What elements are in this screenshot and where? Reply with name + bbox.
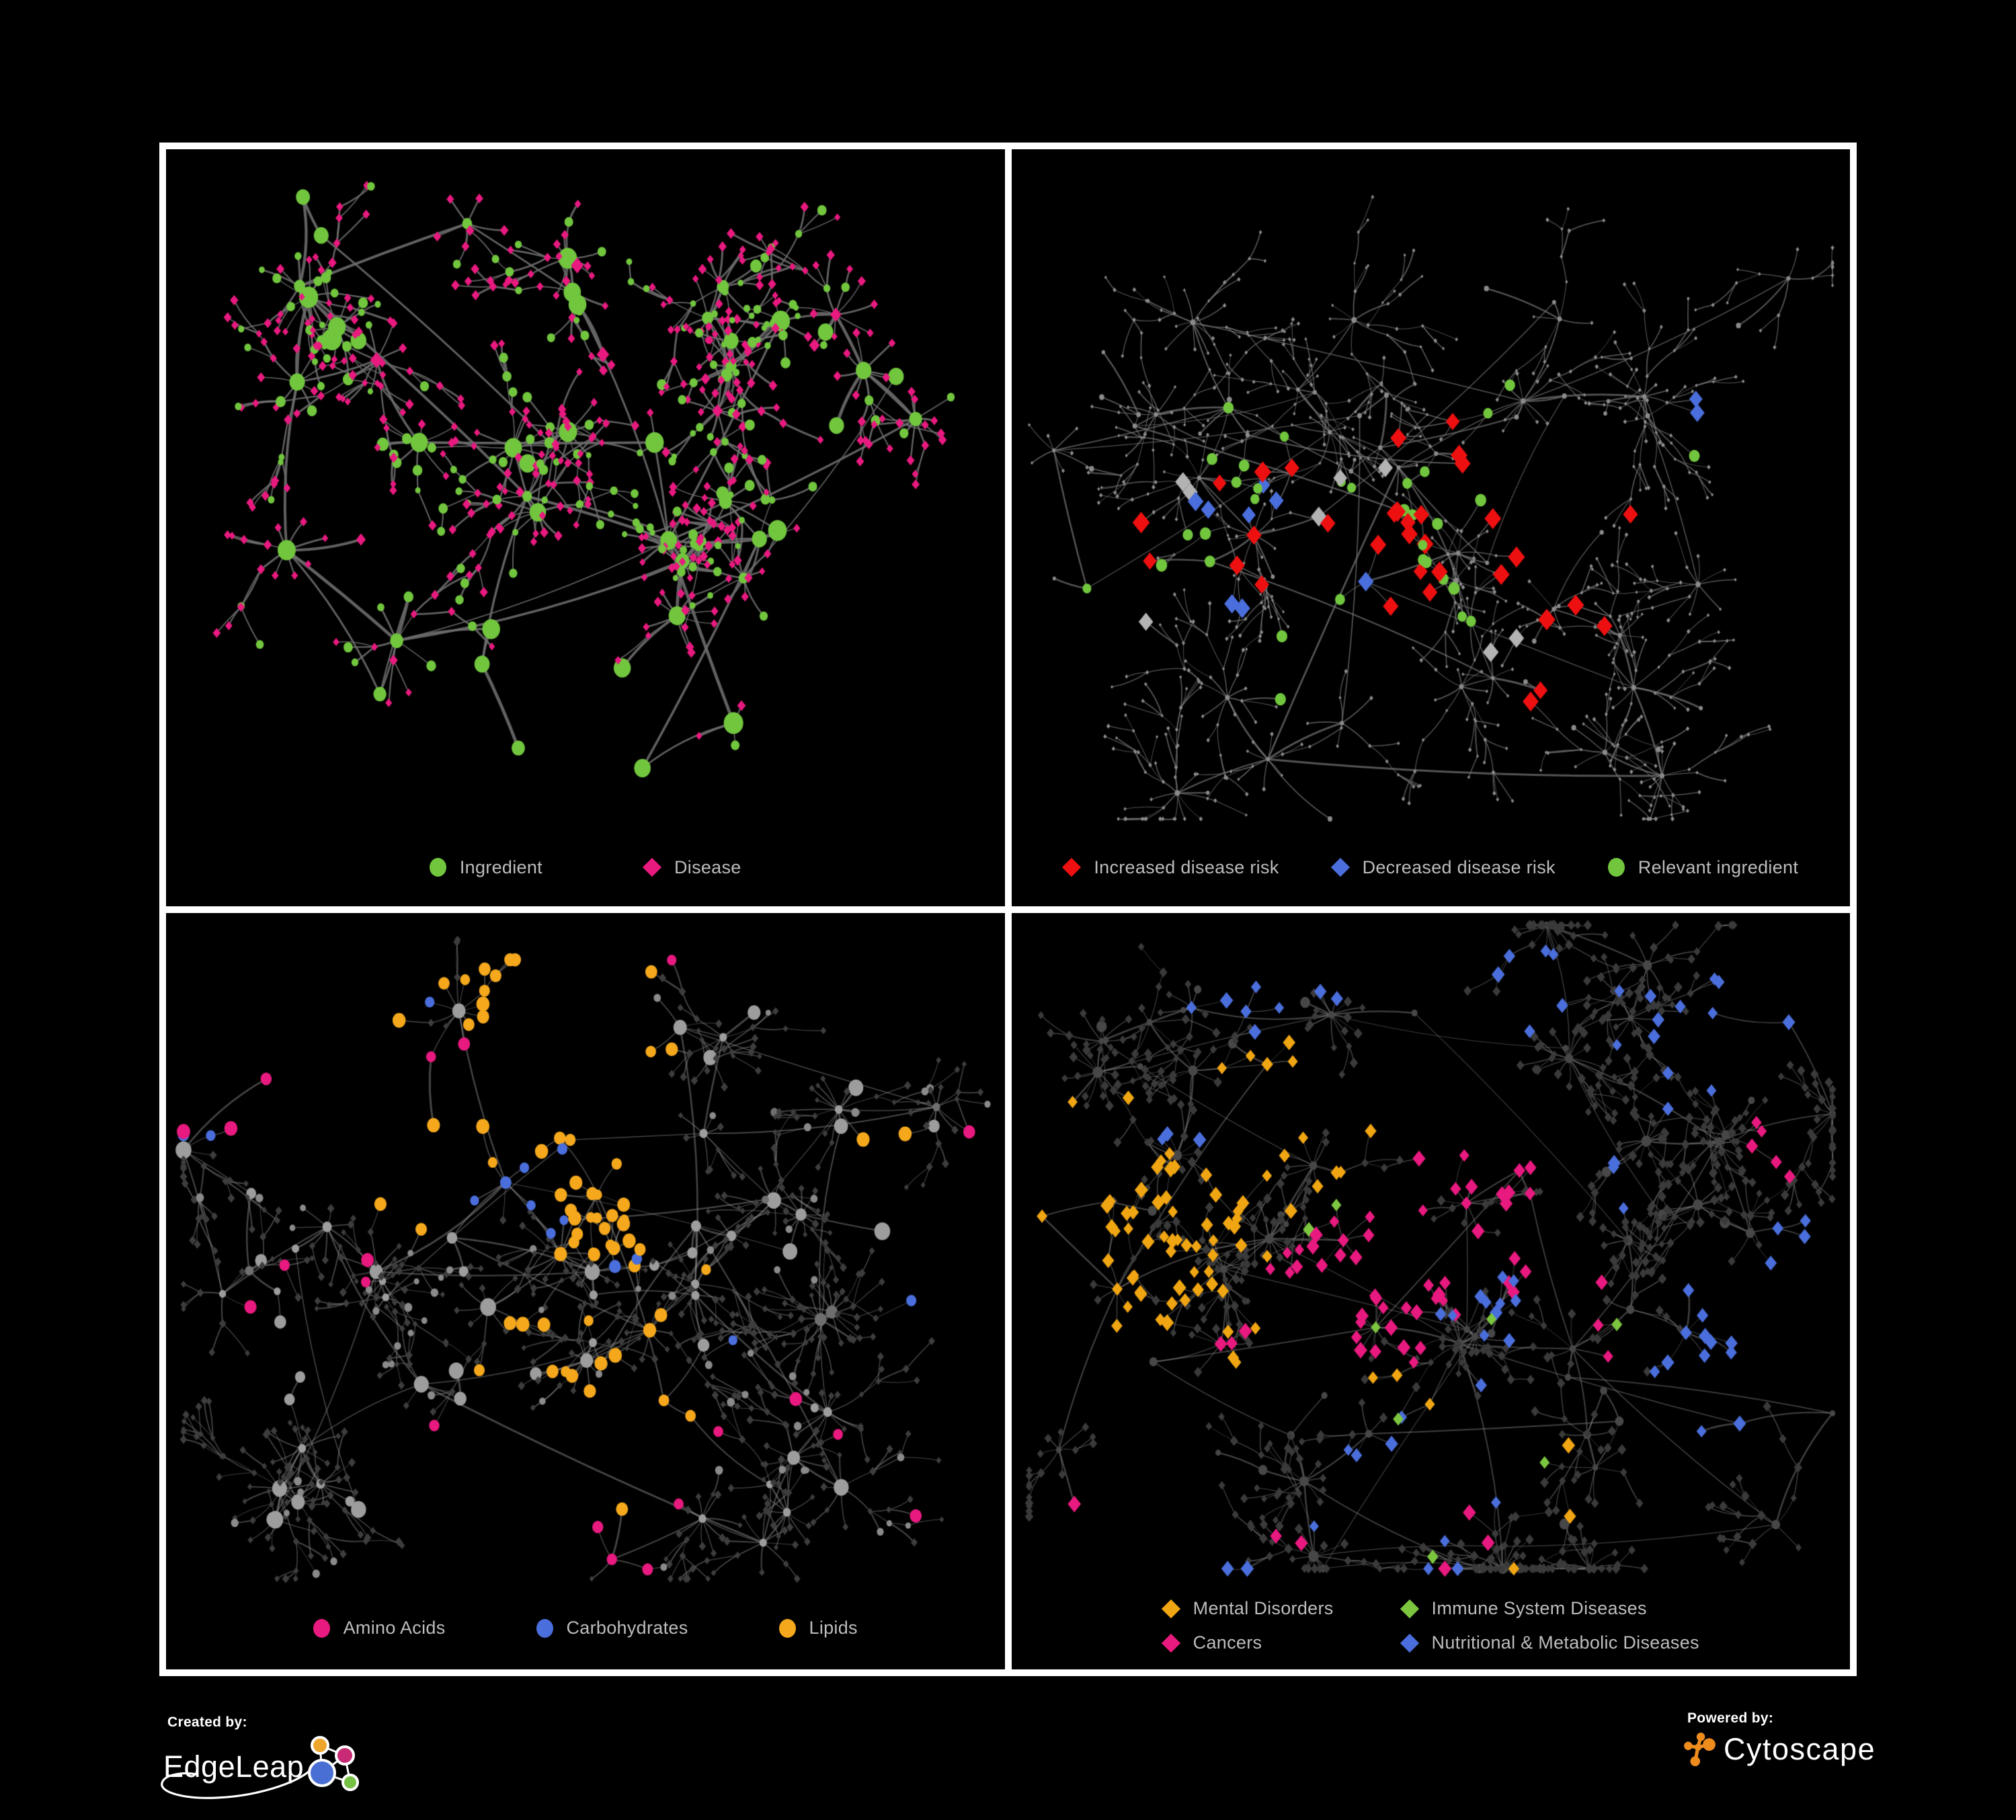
legend-label-immune-system-diseases: Immune System Diseases — [1431, 1598, 1647, 1618]
legend-item-carbohydrates: Carbohydrates — [536, 1618, 688, 1638]
legend-item-disease: Disease — [642, 857, 741, 878]
edgeleap-brand-row: EdgeLeap — [161, 1736, 370, 1799]
disease-category-network-canvas — [1011, 912, 1850, 1669]
legend-label-disease: Disease — [674, 857, 741, 877]
legend-item-relevant-ingredient: Relevant ingredient — [1607, 857, 1799, 878]
created-by-label: Created by: — [167, 1714, 247, 1730]
legend-label-relevant-ingredient: Relevant ingredient — [1638, 857, 1799, 877]
edgeleap-credit: Created by: EdgeLeap — [161, 1714, 370, 1799]
legend-ingredient-disease: Ingredient Disease — [166, 857, 1005, 878]
legend-label-lipids: Lipids — [809, 1618, 858, 1638]
legend-label-mental-disorders: Mental Disorders — [1193, 1598, 1334, 1618]
nutritional-metabolic-diseases-diamond-icon — [1400, 1633, 1419, 1653]
amino-acids-circle-icon — [313, 1618, 330, 1638]
disease-diamond-icon — [642, 857, 662, 877]
legend-item-nutritional-metabolic-diseases: Nutritional & Metabolic Diseases — [1400, 1632, 1699, 1653]
edgeleap-node-orange — [311, 1736, 330, 1755]
cytoscape-logo-icon — [1684, 1733, 1716, 1766]
legend-label-cancers: Cancers — [1193, 1632, 1262, 1653]
legend-label-decreased-risk: Decreased disease risk — [1362, 857, 1556, 877]
edgeleap-node-green — [341, 1774, 360, 1791]
legend-macronutrients: Amino Acids Carbohydrates Lipids — [166, 1618, 1005, 1638]
legend-disease-risk: Increased disease risk Decreased disease… — [1012, 857, 1851, 878]
decreased-risk-diamond-icon — [1330, 857, 1350, 877]
panel-ingredient-disease-network: Ingredient Disease — [166, 149, 1005, 906]
legend-label-ingredient: Ingredient — [459, 857, 542, 877]
legend-item-lipids: Lipids — [778, 1618, 858, 1638]
disease-risk-network-canvas — [1011, 149, 1850, 906]
legend-disease-categories: Mental Disorders Immune System Diseases … — [1012, 1598, 1851, 1653]
legend-item-amino-acids: Amino Acids — [313, 1618, 446, 1638]
legend-label-carbohydrates: Carbohydrates — [566, 1618, 688, 1638]
cytoscape-brand-row: Cytoscape — [1683, 1732, 1876, 1767]
legend-item-immune-system-diseases: Immune System Diseases — [1400, 1598, 1647, 1619]
immune-system-diseases-diamond-icon — [1400, 1599, 1419, 1618]
increased-risk-diamond-icon — [1062, 857, 1082, 877]
macronutrient-network-canvas — [166, 912, 1005, 1669]
edgeleap-swoosh — [161, 1767, 314, 1799]
legend-item-ingredient: Ingredient — [429, 857, 542, 878]
legend-label-nutritional-metabolic-diseases: Nutritional & Metabolic Diseases — [1431, 1632, 1699, 1653]
carbohydrates-circle-icon — [536, 1618, 553, 1638]
panel-disease-category-network: Mental Disorders Immune System Diseases … — [1011, 912, 1851, 1669]
edgeleap-wordmark: EdgeLeap — [163, 1749, 305, 1784]
edgeleap-node-blue — [308, 1759, 337, 1787]
powered-by-label: Powered by: — [1687, 1710, 1774, 1726]
legend-item-cancers: Cancers — [1161, 1632, 1262, 1653]
legend-item-mental-disorders: Mental Disorders — [1161, 1598, 1334, 1619]
legend-label-increased-risk: Increased disease risk — [1094, 857, 1279, 877]
legend-label-amino-acids: Amino Acids — [343, 1618, 446, 1638]
ingredient-circle-icon — [429, 858, 446, 877]
mental-disorders-diamond-icon — [1161, 1599, 1180, 1618]
cytoscape-wordmark: Cytoscape — [1724, 1732, 1876, 1766]
panel-macronutrient-network: Amino Acids Carbohydrates Lipids — [166, 912, 1005, 1669]
figure-grid: Ingredient Disease Increased disease ris… — [159, 143, 1857, 1676]
panel-disease-risk-network: Increased disease risk Decreased disease… — [1011, 149, 1851, 906]
legend-item-increased-risk: Increased disease risk — [1062, 857, 1279, 878]
lipids-circle-icon — [778, 1618, 796, 1638]
cytoscape-credit: Powered by: Cytoscape — [1683, 1710, 1876, 1767]
cancers-diamond-icon — [1161, 1633, 1180, 1653]
legend-item-decreased-risk: Decreased disease risk — [1330, 857, 1556, 878]
relevant-ingredient-circle-icon — [1607, 858, 1625, 877]
edgeleap-node-magenta — [335, 1745, 356, 1766]
edgeleap-logo-icon — [308, 1736, 360, 1791]
ingredient-disease-network-canvas — [166, 149, 1005, 906]
